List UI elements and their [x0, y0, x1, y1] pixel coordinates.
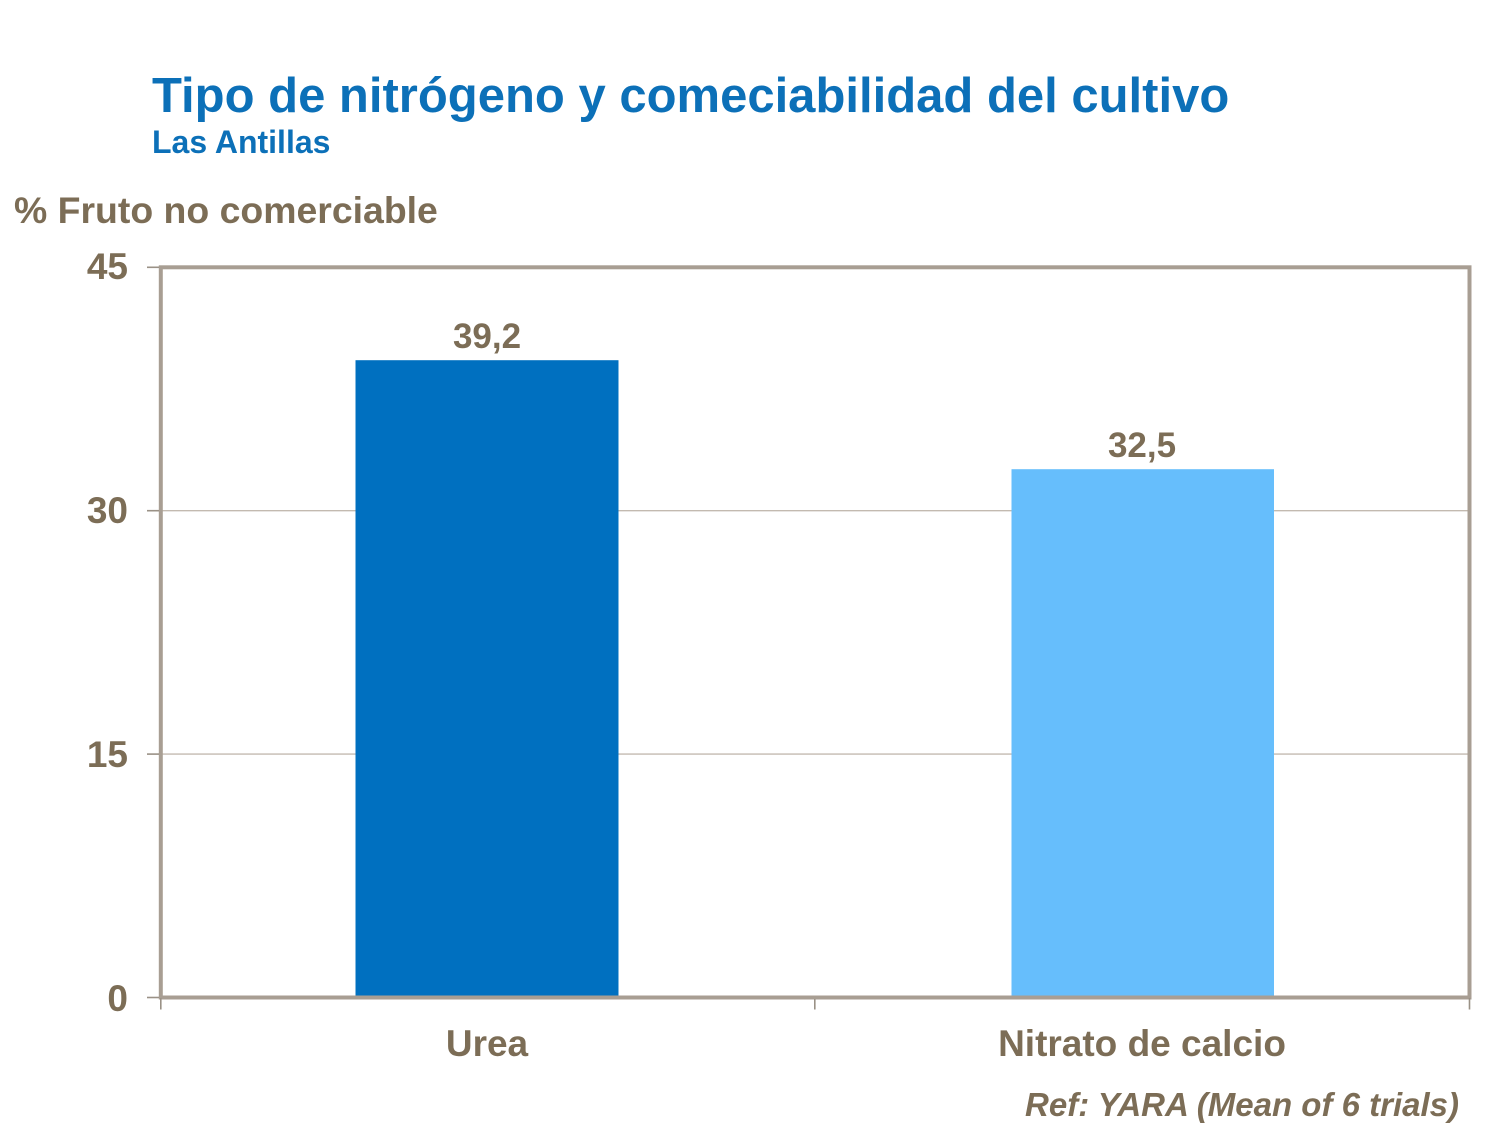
svg-text:30: 30	[87, 490, 128, 531]
svg-text:Nitrato de calcio: Nitrato de calcio	[998, 1023, 1286, 1064]
svg-text:Urea: Urea	[446, 1023, 529, 1064]
svg-text:% Fruto no comerciable: % Fruto no comerciable	[14, 189, 438, 231]
svg-text:Tipo de nitrógeno y comeciabil: Tipo de nitrógeno y comeciabilidad del c…	[152, 69, 1229, 123]
svg-text:39,2: 39,2	[453, 317, 521, 356]
svg-text:Ref: YARA (Mean of 6 trials): Ref: YARA (Mean of 6 trials)	[1025, 1086, 1459, 1123]
svg-text:Las Antillas: Las Antillas	[152, 124, 330, 160]
svg-text:15: 15	[87, 734, 128, 775]
svg-text:45: 45	[87, 246, 128, 287]
svg-text:32,5: 32,5	[1108, 426, 1176, 465]
svg-text:0: 0	[107, 978, 128, 1019]
